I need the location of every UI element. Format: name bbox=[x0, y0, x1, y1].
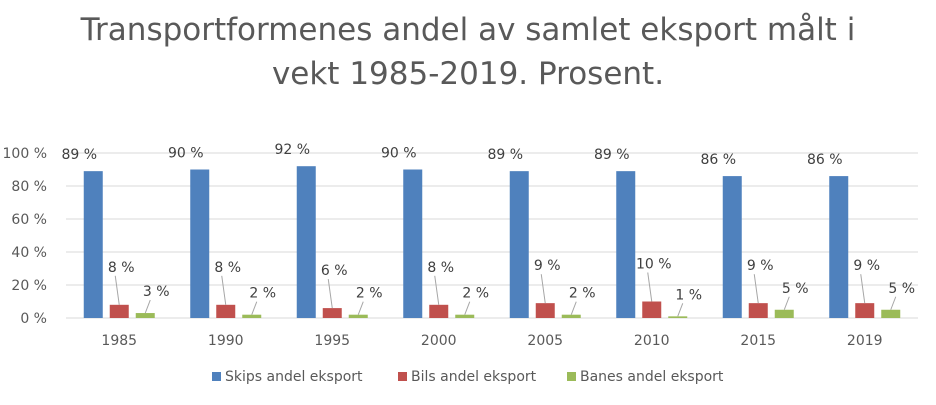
data-label: 8 % bbox=[427, 260, 454, 276]
bar bbox=[616, 171, 636, 318]
data-label: 9 % bbox=[853, 258, 880, 274]
data-label: 2 % bbox=[569, 286, 596, 302]
bar bbox=[668, 316, 688, 318]
data-label-leader bbox=[221, 275, 227, 305]
bar bbox=[109, 304, 129, 318]
data-label: 92 % bbox=[274, 142, 310, 158]
data-label: 90 % bbox=[381, 146, 417, 162]
bar bbox=[190, 169, 210, 318]
data-label-leader bbox=[114, 275, 120, 305]
data-label: 89 % bbox=[487, 147, 523, 163]
bar bbox=[642, 301, 662, 318]
x-tick-label: 1995 bbox=[314, 333, 350, 349]
data-label-leader bbox=[144, 299, 151, 314]
legend-label: Skips andel eksport bbox=[225, 369, 363, 385]
data-label-leader bbox=[570, 301, 577, 315]
data-label: 90 % bbox=[168, 146, 204, 162]
y-tick-label: 80 % bbox=[11, 179, 47, 195]
data-label-leader bbox=[647, 272, 653, 302]
data-label: 10 % bbox=[636, 257, 672, 273]
legend-label: Bils andel eksport bbox=[411, 369, 537, 385]
bar bbox=[322, 308, 342, 318]
data-label-leader bbox=[327, 279, 333, 309]
legend-label: Banes andel eksport bbox=[580, 369, 724, 385]
bar bbox=[561, 314, 581, 318]
bar bbox=[429, 304, 449, 318]
data-label: 89 % bbox=[594, 147, 630, 163]
data-label: 8 % bbox=[108, 260, 135, 276]
y-tick-label: 40 % bbox=[11, 245, 47, 261]
bar bbox=[83, 171, 103, 318]
data-label-leader bbox=[890, 296, 897, 310]
data-label-leader bbox=[464, 301, 471, 315]
bar bbox=[403, 169, 423, 318]
legend-swatch bbox=[398, 372, 407, 381]
bar bbox=[855, 303, 875, 318]
bar bbox=[135, 313, 155, 318]
y-tick-label: 100 % bbox=[3, 146, 47, 162]
data-label-leader bbox=[434, 275, 440, 305]
bar bbox=[774, 309, 794, 318]
x-tick-label: 2015 bbox=[740, 333, 776, 349]
data-label: 9 % bbox=[747, 258, 774, 274]
data-label: 2 % bbox=[462, 286, 489, 302]
data-label-leader bbox=[677, 303, 684, 317]
data-label-leader bbox=[753, 274, 759, 304]
x-tick-label: 2000 bbox=[421, 333, 457, 349]
bar bbox=[348, 314, 368, 318]
data-label: 6 % bbox=[321, 263, 348, 279]
data-label-leader bbox=[251, 301, 258, 315]
data-label: 8 % bbox=[214, 260, 241, 276]
chart-title-line-2: vekt 1985-2019. Prosent. bbox=[271, 56, 665, 92]
legend-swatch bbox=[212, 372, 221, 381]
data-label: 86 % bbox=[700, 152, 736, 168]
data-label-leader bbox=[860, 274, 866, 304]
x-tick-label: 2005 bbox=[527, 333, 563, 349]
bar bbox=[829, 176, 849, 318]
bar bbox=[535, 303, 555, 318]
data-label: 5 % bbox=[782, 281, 809, 297]
data-label-leader bbox=[357, 301, 364, 315]
x-tick-label: 1990 bbox=[208, 333, 244, 349]
bar bbox=[242, 314, 262, 318]
data-label: 9 % bbox=[534, 258, 561, 274]
data-label: 2 % bbox=[356, 286, 383, 302]
y-tick-label: 0 % bbox=[20, 311, 47, 327]
y-tick-label: 60 % bbox=[11, 212, 47, 228]
data-label: 1 % bbox=[675, 287, 702, 303]
x-tick-label: 2010 bbox=[634, 333, 670, 349]
bar bbox=[748, 303, 768, 318]
data-label-leader bbox=[540, 274, 546, 304]
data-label: 86 % bbox=[807, 152, 843, 168]
bar bbox=[216, 304, 236, 318]
data-label: 3 % bbox=[143, 284, 170, 300]
x-tick-label: 1985 bbox=[101, 333, 137, 349]
data-label-leader bbox=[783, 296, 790, 310]
bar bbox=[881, 309, 901, 318]
bar bbox=[722, 176, 742, 318]
chart-title-line-1: Transportformenes andel av samlet ekspor… bbox=[80, 12, 856, 48]
data-label: 5 % bbox=[888, 281, 915, 297]
y-tick-label: 20 % bbox=[11, 278, 47, 294]
chart-title: Transportformenes andel av samlet ekspor… bbox=[0, 8, 936, 96]
bar bbox=[509, 171, 529, 318]
bar bbox=[296, 166, 316, 318]
bar bbox=[455, 314, 475, 318]
data-label: 2 % bbox=[249, 286, 276, 302]
data-label: 89 % bbox=[61, 147, 97, 163]
x-tick-label: 2019 bbox=[847, 333, 883, 349]
legend-swatch bbox=[567, 372, 576, 381]
